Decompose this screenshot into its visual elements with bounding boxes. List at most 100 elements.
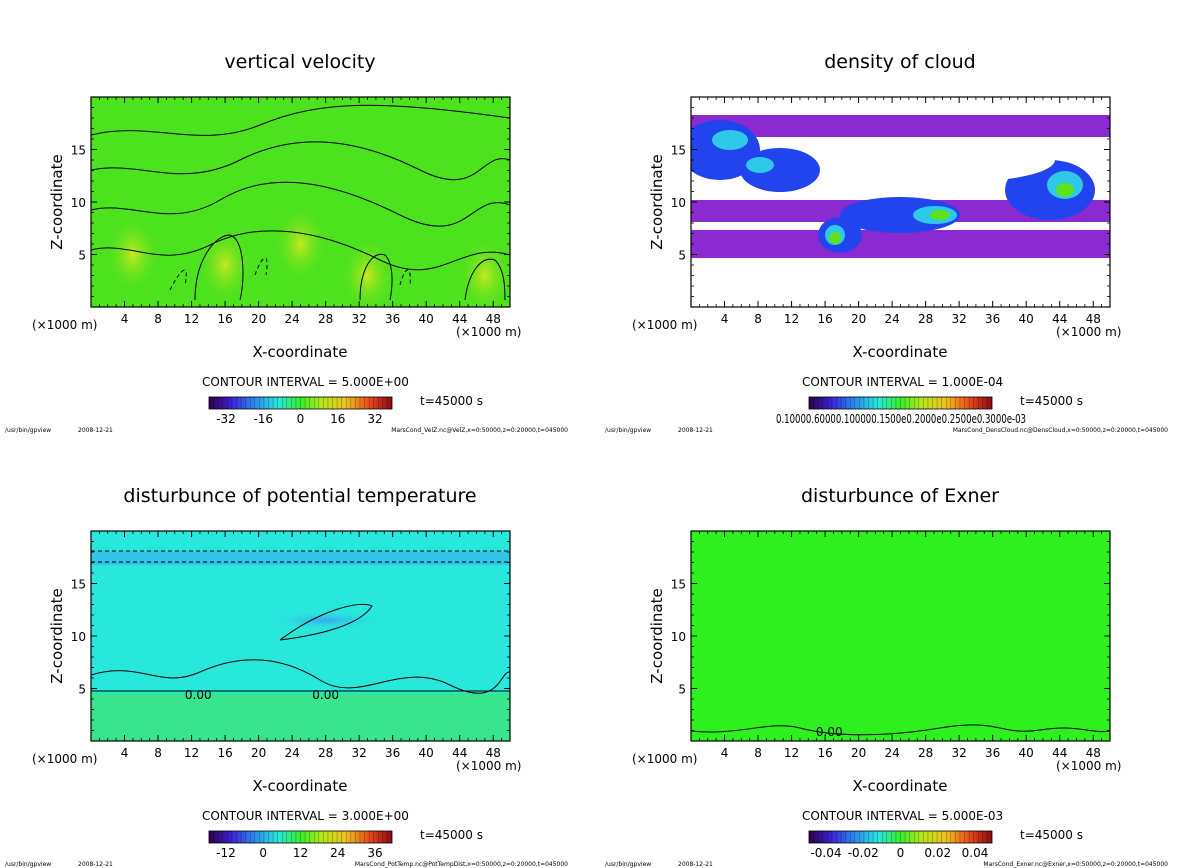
x-tick-label: 28 — [918, 312, 933, 326]
x-tick-label: 44 — [452, 312, 467, 326]
colorbar-tick-label: 0.04 — [962, 846, 989, 860]
y-tick-label: 5 — [78, 683, 86, 697]
contour-label: 0.00 — [185, 688, 212, 702]
footer-date: 2008-12-21 — [78, 861, 113, 868]
x-axis-label: X-coordinate — [853, 777, 948, 795]
colorbar-tick-label: 32 — [367, 412, 382, 426]
footer-source: MarsCond_VelZ.nc@VelZ,x=0:50000,z=0:2000… — [391, 427, 568, 434]
x-tick-label: 20 — [851, 746, 866, 760]
x-tick-label: 32 — [952, 746, 967, 760]
x-tick-label: 36 — [985, 746, 1000, 760]
panel-title: density of cloud — [824, 51, 976, 73]
x-tick-label: 28 — [318, 312, 333, 326]
x-tick-label: 32 — [352, 312, 367, 326]
y-tick-label: 15 — [671, 578, 686, 592]
x-tick-label: 20 — [251, 746, 266, 760]
x-tick-label: 32 — [352, 746, 367, 760]
x-tick-label: 12 — [784, 312, 799, 326]
time-label: t=45000 s — [1020, 394, 1083, 408]
colorbar-tick-label: 0 — [259, 846, 267, 860]
y-axis-label: Z-coordinate — [648, 154, 666, 249]
x-axis-label: X-coordinate — [253, 777, 348, 795]
colorbar-tick-label: 0 — [897, 846, 905, 860]
x-unit-label-right: (×1000 m) — [456, 325, 521, 339]
x-tick-label: 16 — [217, 312, 232, 326]
x-tick-label: 4 — [721, 312, 729, 326]
footer-date: 2008-12-21 — [678, 861, 713, 868]
y-tick-label: 5 — [678, 683, 686, 697]
x-axis-label: X-coordinate — [253, 343, 348, 361]
panel-title: vertical velocity — [224, 51, 375, 73]
x-tick-label: 4 — [721, 746, 729, 760]
panel-pottemp: disturbunce of potential temperature 0.00… — [5, 485, 568, 868]
colorbar-tick-label: -32 — [216, 412, 236, 426]
x-tick-label: 8 — [154, 746, 162, 760]
y-tick-label: 15 — [71, 578, 86, 592]
plot-area — [691, 97, 1110, 307]
x-tick-label: 12 — [784, 746, 799, 760]
x-tick-label: 44 — [1052, 312, 1067, 326]
x-tick-label: 36 — [385, 312, 400, 326]
colorbar-tick-label: -12 — [216, 846, 236, 860]
y-axis-label: Z-coordinate — [648, 588, 666, 683]
time-label: t=45000 s — [420, 828, 483, 842]
time-label: t=45000 s — [420, 394, 483, 408]
x-tick-label: 20 — [851, 312, 866, 326]
y-axis-label: Z-coordinate — [48, 154, 66, 249]
x-tick-label: 40 — [419, 746, 434, 760]
colorbar-tick-label: 0 — [297, 412, 305, 426]
plot-area — [691, 531, 1110, 741]
y-tick-label: 10 — [71, 196, 86, 210]
x-unit-label: (×1000 m) — [632, 318, 697, 332]
x-tick-label: 32 — [952, 312, 967, 326]
x-tick-label: 4 — [121, 746, 129, 760]
y-tick-label: 15 — [671, 144, 686, 158]
x-unit-label: (×1000 m) — [32, 752, 97, 766]
x-tick-label: 40 — [419, 312, 434, 326]
footer-program: /usr/bin/gpview — [605, 427, 651, 434]
colorbar-tick-label: -0.04 — [810, 846, 841, 860]
contour-label: 0.00 — [312, 688, 339, 702]
x-tick-label: 28 — [918, 746, 933, 760]
footer-date: 2008-12-21 — [78, 427, 113, 434]
footer-program: /usr/bin/gpview — [605, 861, 651, 868]
colorbar-tick-label: -0.02 — [848, 846, 879, 860]
x-tick-label: 48 — [486, 746, 501, 760]
x-unit-label-right: (×1000 m) — [1056, 325, 1121, 339]
x-tick-label: 36 — [385, 746, 400, 760]
x-tick-label: 20 — [251, 312, 266, 326]
x-tick-label: 28 — [318, 746, 333, 760]
contour-interval: CONTOUR INTERVAL = 5.000E-03 — [802, 809, 1003, 823]
x-tick-label: 24 — [284, 312, 299, 326]
plot-area — [91, 531, 510, 741]
footer-source: MarsCond_PotTemp.nc@PotTempDist,x=0:5000… — [355, 861, 568, 868]
y-tick-label: 5 — [678, 249, 686, 263]
x-tick-label: 12 — [184, 312, 199, 326]
x-tick-label: 8 — [154, 312, 162, 326]
contour-label: 0.00 — [816, 725, 843, 739]
x-unit-label: (×1000 m) — [32, 318, 97, 332]
x-tick-label: 8 — [754, 312, 762, 326]
x-tick-label: 12 — [184, 746, 199, 760]
footer-source: MarsCond_DensCloud.nc@DensCloud,x=0:5000… — [953, 427, 1168, 434]
x-tick-label: 16 — [817, 312, 832, 326]
y-tick-label: 10 — [671, 630, 686, 644]
x-tick-label: 40 — [1019, 746, 1034, 760]
colorbar-tick-label: 16 — [330, 412, 345, 426]
x-tick-label: 24 — [884, 746, 899, 760]
contour-interval: CONTOUR INTERVAL = 5.000E+00 — [202, 375, 409, 389]
panel-title: disturbunce of Exner — [801, 485, 999, 507]
footer-source: MarsCond_Exner.nc@Exner,x=0:50000,z=0:20… — [983, 861, 1168, 868]
colorbar-tick-label: 0.02 — [924, 846, 951, 860]
y-tick-label: 15 — [71, 144, 86, 158]
y-tick-label: 10 — [71, 630, 86, 644]
panel-title: disturbunce of potential temperature — [123, 485, 476, 507]
x-tick-label: 48 — [1086, 746, 1101, 760]
contour-interval: CONTOUR INTERVAL = 3.000E+00 — [202, 809, 409, 823]
colorbar-tick-labels: 0.10000.60000.100000.1500e0.2000e0.2500e… — [776, 412, 1026, 426]
x-unit-label-right: (×1000 m) — [1056, 759, 1121, 773]
y-tick-label: 10 — [671, 196, 686, 210]
